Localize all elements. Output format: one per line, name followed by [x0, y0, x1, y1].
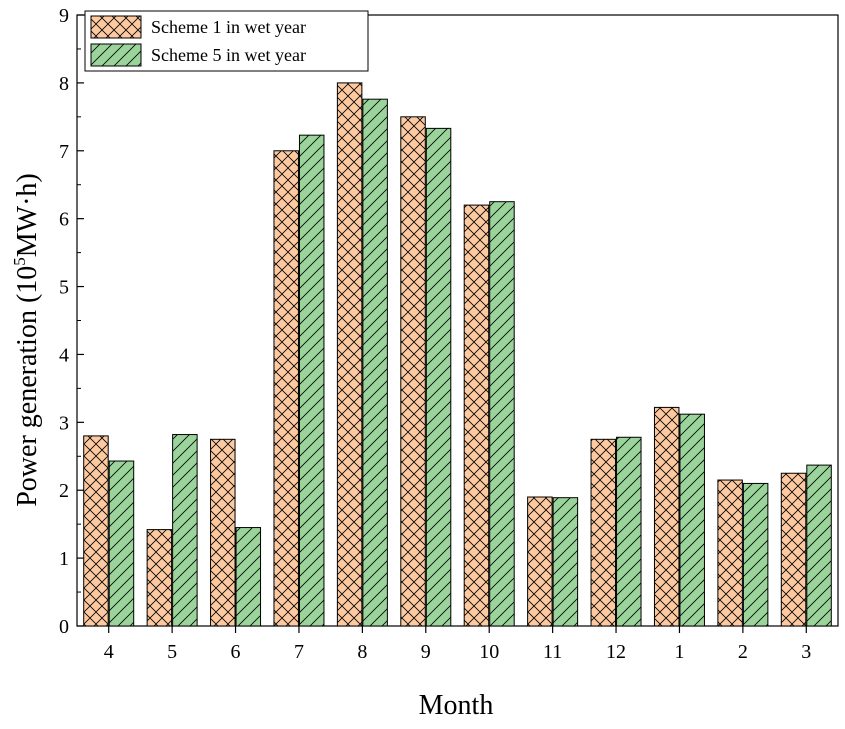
- bar-series2-6: [235, 527, 262, 627]
- x-tick-label: 4: [104, 641, 114, 663]
- bars: [83, 82, 832, 627]
- legend-label-series2: Scheme 5 in wet year: [151, 45, 306, 65]
- y-axis-title-main: Power generation (10: [12, 266, 43, 507]
- x-tick-label: 3: [801, 641, 811, 663]
- bar-series2-7: [298, 134, 325, 627]
- y-axis-title-superscript: 5: [10, 257, 29, 266]
- bar-series1-9: [400, 116, 426, 627]
- bar-series2-9: [425, 127, 452, 627]
- legend-swatch-series1: [90, 15, 142, 39]
- x-tick-label: 7: [294, 641, 304, 663]
- x-tick-label: 12: [606, 641, 626, 663]
- legend: Scheme 1 in wet year Scheme 5 in wet year: [84, 10, 369, 72]
- y-tick-label: 7: [59, 141, 69, 163]
- x-tick-label: 8: [357, 641, 367, 663]
- y-tick-label: 3: [59, 412, 69, 434]
- legend-swatch-series2: [90, 43, 142, 67]
- bar-series1-5: [146, 529, 173, 627]
- bar-series2-8: [362, 98, 388, 627]
- y-tick-label: 5: [59, 277, 69, 299]
- x-tick-label: 9: [421, 641, 431, 663]
- bar-series2-3: [806, 464, 832, 627]
- y-tick-label: 9: [59, 5, 69, 27]
- y-tick-label: 6: [59, 209, 69, 231]
- x-tick-label: 2: [738, 641, 748, 663]
- x-tick-label: 10: [479, 641, 499, 663]
- bar-series1-8: [336, 82, 363, 627]
- bar-series2-2: [742, 482, 769, 627]
- bar-series2-12: [616, 436, 642, 627]
- legend-label-series1: Scheme 1 in wet year: [151, 17, 306, 37]
- bar-series1-2: [717, 479, 743, 627]
- bar-series1-7: [273, 150, 299, 627]
- y-tick-label: 1: [59, 548, 69, 570]
- x-tick-label: 5: [167, 641, 177, 663]
- x-tick-label: 1: [674, 641, 684, 663]
- bar-series2-1: [679, 413, 705, 627]
- y-tick-label: 0: [59, 616, 69, 638]
- bar-series1-4: [83, 435, 109, 627]
- y-tick-label: 8: [59, 73, 69, 95]
- x-axis-title: Month: [419, 690, 494, 721]
- bar-series2-5: [172, 434, 198, 627]
- y-axis-title: Power generation (105MW·h): [10, 173, 43, 507]
- bar-series1-1: [653, 406, 680, 627]
- x-tick-label: 6: [231, 641, 241, 663]
- bar-series1-12: [590, 438, 617, 627]
- bar-series1-3: [780, 472, 807, 627]
- x-tick-label: 11: [543, 641, 562, 663]
- y-axis-title-rest: MW·h): [12, 173, 43, 257]
- y-tick-label: 4: [59, 344, 69, 366]
- bar-series2-4: [108, 460, 135, 627]
- bar-series1-11: [527, 496, 553, 627]
- bar-series2-10: [489, 201, 515, 627]
- y-tick-label: 2: [59, 480, 69, 502]
- bar-series2-11: [552, 497, 579, 627]
- bar-series1-6: [210, 438, 236, 627]
- bar-series1-10: [463, 204, 490, 627]
